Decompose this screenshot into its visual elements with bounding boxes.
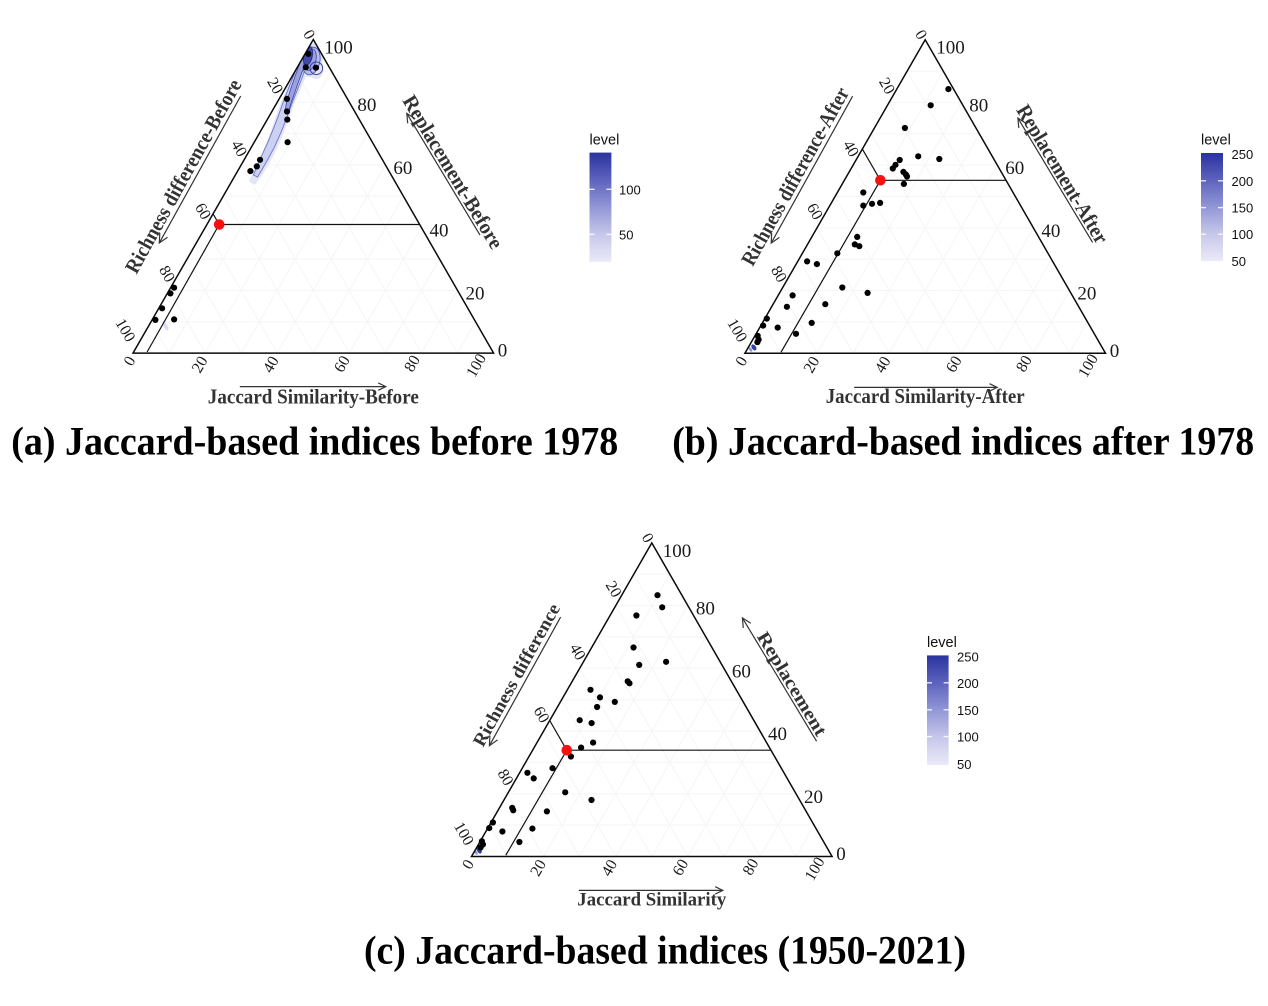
svg-text:60: 60 — [530, 704, 553, 726]
svg-text:level: level — [927, 635, 957, 651]
svg-text:200: 200 — [957, 676, 979, 691]
svg-text:20: 20 — [466, 283, 485, 304]
svg-text:40: 40 — [839, 138, 862, 160]
svg-text:40: 40 — [260, 354, 283, 376]
svg-text:50: 50 — [1232, 254, 1246, 269]
svg-text:20: 20 — [804, 787, 823, 808]
svg-text:Jaccard Similarity-Before: Jaccard Similarity-Before — [208, 385, 419, 409]
svg-text:150: 150 — [957, 703, 979, 718]
svg-text:80: 80 — [155, 263, 178, 285]
svg-text:20: 20 — [602, 578, 625, 600]
svg-text:20: 20 — [527, 857, 550, 879]
svg-text:level: level — [590, 133, 620, 149]
svg-text:0: 0 — [836, 844, 846, 865]
svg-text:200: 200 — [1232, 174, 1254, 189]
svg-text:level: level — [1201, 133, 1231, 149]
svg-text:80: 80 — [969, 95, 988, 116]
svg-text:50: 50 — [619, 227, 633, 242]
svg-text:60: 60 — [670, 857, 693, 879]
svg-text:80: 80 — [494, 766, 517, 788]
svg-text:80: 80 — [357, 95, 376, 116]
svg-text:100: 100 — [663, 541, 692, 562]
svg-text:20: 20 — [801, 354, 824, 376]
svg-text:40: 40 — [598, 857, 621, 879]
svg-text:0: 0 — [498, 341, 508, 362]
svg-text:100: 100 — [324, 38, 353, 59]
svg-text:0: 0 — [1110, 341, 1120, 362]
svg-text:100: 100 — [957, 730, 979, 745]
svg-text:60: 60 — [803, 201, 826, 223]
svg-text:(c) Jaccard-based indices (195: (c) Jaccard-based indices (1950-2021) — [364, 928, 966, 973]
svg-text:40: 40 — [768, 724, 787, 745]
svg-text:100: 100 — [619, 182, 641, 197]
svg-text:80: 80 — [1013, 353, 1036, 375]
svg-text:100: 100 — [1232, 227, 1254, 242]
svg-text:20: 20 — [263, 75, 286, 97]
svg-text:250: 250 — [957, 650, 979, 665]
svg-text:250: 250 — [1232, 147, 1254, 162]
svg-text:60: 60 — [331, 353, 354, 375]
svg-text:40: 40 — [872, 354, 895, 376]
svg-text:150: 150 — [1232, 201, 1254, 216]
svg-text:100: 100 — [936, 38, 965, 59]
svg-text:60: 60 — [943, 353, 966, 375]
svg-text:80: 80 — [767, 263, 790, 285]
svg-text:60: 60 — [191, 200, 214, 222]
svg-text:60: 60 — [393, 158, 412, 179]
svg-text:40: 40 — [566, 641, 589, 663]
svg-text:Jaccard Similarity: Jaccard Similarity — [577, 890, 727, 910]
svg-text:40: 40 — [1041, 221, 1060, 242]
svg-text:60: 60 — [732, 661, 751, 682]
svg-text:(b) Jaccard-based indices afte: (b) Jaccard-based indices after 1978 — [672, 419, 1254, 464]
svg-text:80: 80 — [740, 856, 763, 878]
svg-text:60: 60 — [1005, 158, 1024, 179]
svg-text:20: 20 — [1077, 284, 1096, 305]
svg-text:20: 20 — [875, 75, 898, 97]
svg-text:20: 20 — [189, 354, 212, 376]
svg-text:80: 80 — [401, 353, 424, 375]
svg-text:(a) Jaccard-based indices befo: (a) Jaccard-based indices before 1978 — [11, 419, 618, 464]
svg-text:40: 40 — [227, 138, 250, 160]
svg-text:40: 40 — [430, 221, 449, 242]
svg-text:50: 50 — [957, 757, 971, 772]
svg-text:80: 80 — [696, 599, 715, 620]
